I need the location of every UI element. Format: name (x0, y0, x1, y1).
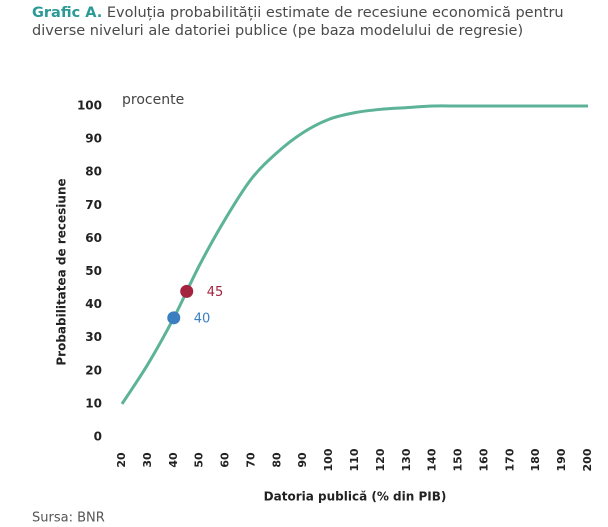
y-tick-label: 50 (85, 264, 102, 278)
x-tick-label: 180 (529, 448, 542, 471)
x-tick-label: 110 (348, 448, 361, 471)
x-tick-label: 200 (581, 448, 594, 471)
y-tick-label: 70 (85, 198, 102, 212)
point-label: 45 (207, 285, 224, 300)
x-tick-label: 100 (322, 448, 335, 471)
x-axis-label: Datoria publică (% din PIB) (264, 490, 447, 504)
x-tick-label: 150 (452, 448, 465, 471)
x-tick-label: 40 (167, 452, 180, 468)
y-axis-label: Probabilitatea de recesiune (55, 178, 69, 365)
x-tick-label: 80 (270, 452, 283, 468)
y-tick-label: 60 (85, 231, 102, 245)
source: Sursa: BNR (32, 511, 105, 526)
y-tick-label: 40 (85, 297, 102, 311)
x-tick-label: 160 (477, 448, 490, 471)
unit-label: procente (122, 92, 184, 108)
highlight-point (167, 311, 181, 325)
title-text: Evoluția probabilității estimate de rece… (32, 5, 564, 39)
x-tick-label: 130 (400, 448, 413, 471)
y-tick-label: 90 (85, 132, 102, 146)
x-tick-label: 120 (374, 448, 387, 471)
y-tick-label: 80 (85, 165, 102, 179)
y-tick-label: 0 (94, 430, 102, 444)
y-tick-label: 10 (85, 396, 102, 410)
title-prefix: Grafic A. (32, 5, 103, 21)
x-tick-label: 90 (296, 452, 309, 468)
y-tick-label: 20 (85, 363, 102, 377)
chart-title: Grafic A. Evoluția probabilității estima… (32, 4, 592, 40)
x-tick-label: 60 (219, 452, 232, 468)
x-tick-label: 30 (141, 452, 154, 468)
highlight-point (180, 284, 194, 298)
line (120, 104, 588, 405)
x-tick-label: 70 (244, 452, 257, 468)
x-tick-label: 170 (503, 448, 516, 471)
y-tick-label: 100 (77, 99, 102, 113)
x-tick-label: 50 (193, 452, 206, 468)
x-tick-label: 140 (426, 448, 439, 471)
x-tick-label: 20 (115, 452, 128, 468)
x-tick-label: 190 (555, 448, 568, 471)
point-label: 40 (194, 311, 211, 326)
y-tick-label: 30 (85, 330, 102, 344)
